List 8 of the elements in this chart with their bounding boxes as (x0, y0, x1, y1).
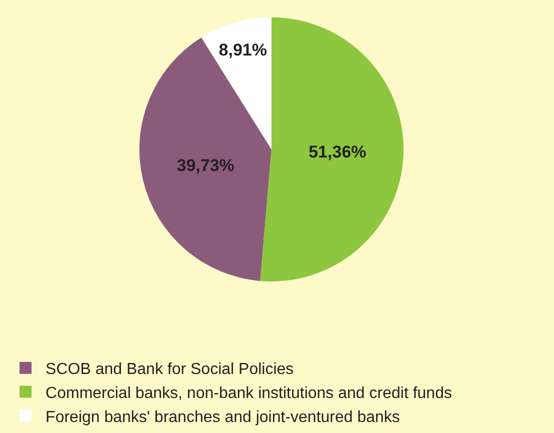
data-label: 51,36% (308, 142, 366, 162)
legend-label: Commercial banks, non-bank institutions and credit funds (46, 384, 452, 402)
data-label: 39,73% (176, 156, 234, 175)
pie-slice (201, 17, 272, 150)
legend-label: SCOB and Bank for Social Policies (46, 361, 294, 378)
pie-slice (139, 37, 272, 281)
legend-label: Foreign banks' branches and joint-ventured banks (46, 408, 400, 426)
data-label: 8,91% (218, 40, 267, 60)
